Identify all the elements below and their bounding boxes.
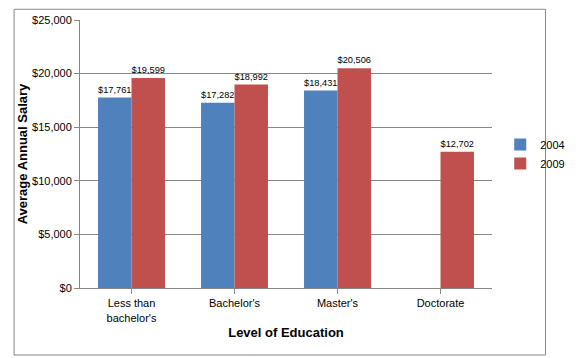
svg-text:Master's: Master's [317, 297, 359, 309]
svg-text:$20,506: $20,506 [338, 55, 371, 65]
svg-text:$15,000: $15,000 [32, 121, 72, 133]
svg-text:$20,000: $20,000 [32, 67, 72, 79]
svg-text:2004: 2004 [540, 139, 564, 151]
svg-text:2009: 2009 [540, 158, 564, 170]
svg-text:Average Annual Salary: Average Annual Salary [15, 83, 30, 224]
svg-text:Less thanbachelor's: Less thanbachelor's [107, 297, 157, 323]
svg-text:$10,000: $10,000 [32, 175, 72, 187]
svg-text:$18,992: $18,992 [235, 72, 268, 82]
svg-text:$5,000: $5,000 [38, 228, 72, 240]
svg-text:Level of Education: Level of Education [228, 325, 344, 340]
svg-text:Doctorate: Doctorate [417, 297, 465, 309]
svg-text:$17,761: $17,761 [98, 85, 131, 95]
svg-text:$18,431: $18,431 [304, 78, 337, 88]
svg-text:$0: $0 [60, 282, 72, 294]
svg-text:$17,282: $17,282 [201, 90, 234, 100]
svg-text:Bachelor's: Bachelor's [209, 297, 261, 309]
svg-text:$12,702: $12,702 [441, 139, 474, 149]
svg-text:$19,599: $19,599 [132, 65, 165, 75]
svg-text:$25,000: $25,000 [32, 14, 72, 26]
